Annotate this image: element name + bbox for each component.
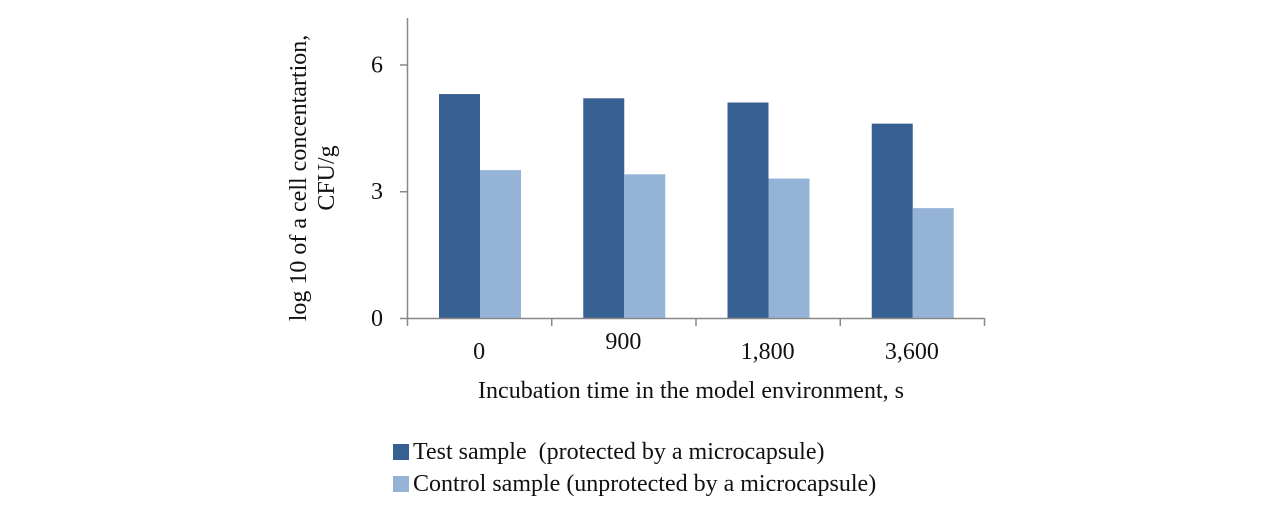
x-tick-label: 0 bbox=[473, 339, 485, 365]
bar-control-1 bbox=[624, 174, 666, 318]
y-tick-label: 6 bbox=[371, 52, 383, 78]
x-axis-title: Incubation time in the model environment… bbox=[478, 378, 904, 404]
legend-item-control: Control sample (unprotected by a microca… bbox=[393, 468, 876, 500]
bar-test-1 bbox=[583, 98, 625, 318]
y-tick-label: 0 bbox=[371, 306, 383, 332]
legend: Test sample (protected by a microcapsule… bbox=[393, 436, 876, 500]
y-axis-title: log 10 of a cell concentartion, CFU/g bbox=[286, 35, 340, 322]
y-axis-title-line-2: CFU/g bbox=[314, 145, 340, 210]
bar-test-2 bbox=[727, 102, 769, 318]
bar-test-3 bbox=[871, 123, 913, 318]
y-axis-title-line-1: log 10 of a cell concentartion, bbox=[286, 35, 312, 322]
bar-control-0 bbox=[480, 170, 521, 318]
bar-test-0 bbox=[439, 94, 480, 318]
bar-control-2 bbox=[768, 178, 810, 318]
y-tick-label: 3 bbox=[371, 179, 383, 205]
legend-swatch-test bbox=[393, 444, 409, 460]
bar-control-3 bbox=[912, 208, 954, 318]
legend-label-test: Test sample (protected by a microcapsule… bbox=[413, 439, 825, 465]
bars-group bbox=[439, 94, 954, 318]
x-tick-label: 1,800 bbox=[741, 339, 795, 365]
x-tick-label: 900 bbox=[605, 329, 641, 355]
x-ticks-group: 0 900 1,800 3,600 bbox=[406, 318, 986, 365]
y-ticks-group: 0 3 6 bbox=[371, 52, 407, 332]
legend-swatch-control bbox=[393, 476, 409, 492]
x-tick-label: 3,600 bbox=[885, 339, 939, 365]
legend-label-control: Control sample (unprotected by a microca… bbox=[413, 471, 877, 497]
legend-item-test: Test sample (protected by a microcapsule… bbox=[393, 436, 876, 468]
